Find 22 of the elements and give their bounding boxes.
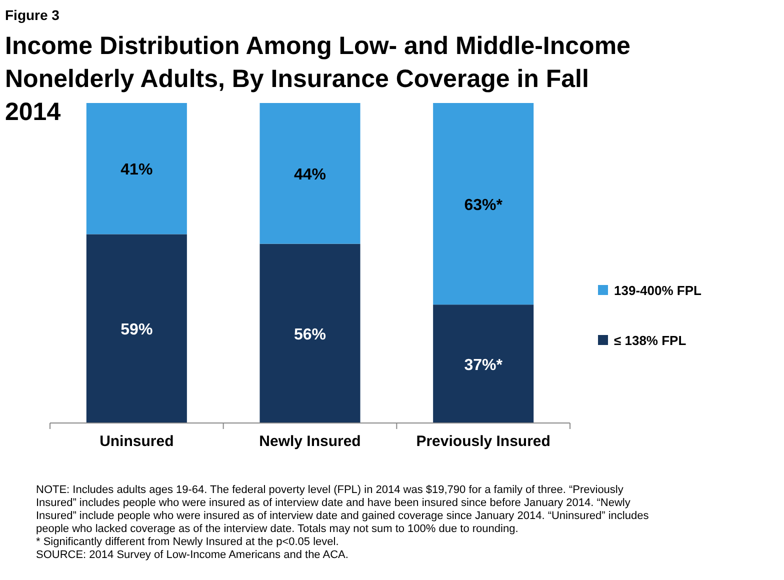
data-label: 44%: [294, 166, 326, 184]
data-label: 37%*: [464, 356, 504, 374]
x-tick-label: Newly Insured: [259, 433, 361, 450]
source-note: SOURCE: 2014 Survey of Low-Income Americans and the ACA.: [36, 549, 348, 561]
legend-label: 139-400% FPL: [614, 283, 702, 298]
x-tick-label: Previously Insured: [416, 433, 550, 450]
bar: [433, 304, 534, 423]
text: * Significantly different from Newly Insured at the p<0.05 level.: [36, 536, 339, 548]
data-label: 59%: [120, 322, 153, 339]
data-label: 41%: [120, 162, 153, 179]
chart-title: Income Distribution Among Low- and Middle-Income Nonelderly Adults, By Insurance Coverage in Fall 2014: [5, 32, 631, 126]
x-tick-label: Uninsured: [100, 433, 174, 450]
data-label: 56%: [294, 326, 326, 344]
chart-subtitle: Figure 3: [5, 7, 60, 23]
bar: [260, 244, 360, 423]
bar: [86, 234, 187, 423]
bar: [433, 103, 534, 305]
bar: [260, 103, 360, 244]
legend-label: ≤ 138% FPL: [614, 333, 686, 348]
text: NOTE: Includes adults ages 19-64. The federal poverty level (FPL) in 2014 was $19,790 for a family of three. “Previously Insured” includes people who were insured as of interview date and have been insured since before January 2014. “Newly Insured” include people who were insured as of interview date and gained coverage since January 2014. “Uninsured” includes people who lacked coverage as of the interview date. Totals may not sum to 100% due to rounding.: [36, 484, 650, 535]
data-label: 63%*: [464, 196, 504, 214]
bar: [86, 103, 187, 234]
